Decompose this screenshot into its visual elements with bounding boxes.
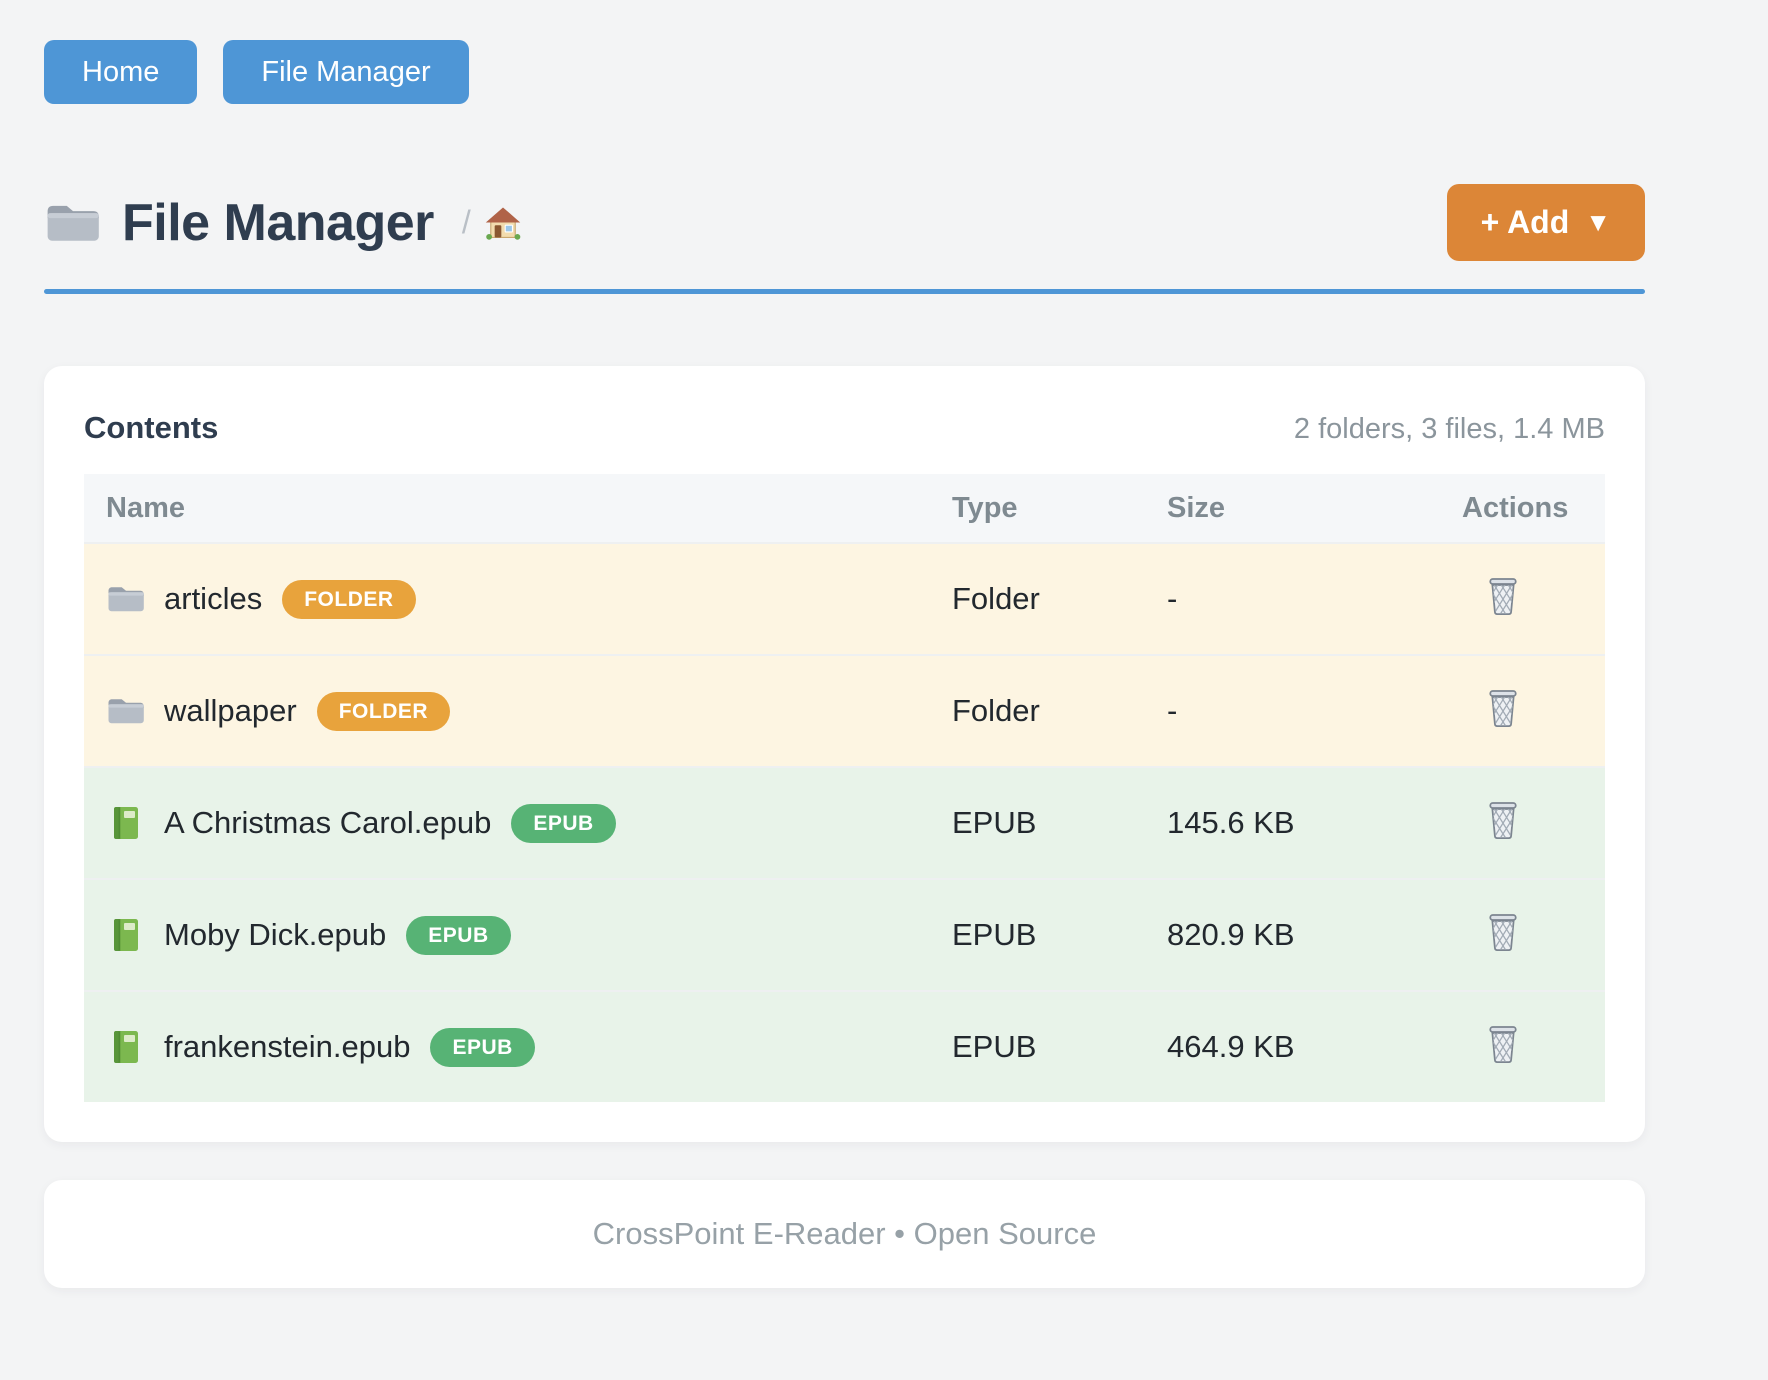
- file-table: Name Type Size Actions articles FOLDER F…: [84, 474, 1605, 1102]
- page-header: File Manager / + Add ▼: [44, 184, 1645, 261]
- table-header-row: Name Type Size Actions: [84, 474, 1605, 542]
- table-row[interactable]: articles FOLDER Folder -: [84, 542, 1605, 654]
- type-cell: EPUB: [952, 805, 1037, 840]
- page-title: File Manager: [122, 193, 434, 252]
- size-cell: -: [1167, 693, 1178, 728]
- footer: CrossPoint E-Reader • Open Source: [44, 1180, 1645, 1288]
- actions-cell: [1430, 1023, 1605, 1071]
- add-button-label: + Add: [1480, 204, 1570, 240]
- book-icon: [106, 917, 146, 953]
- column-header-size: Size: [1167, 491, 1226, 524]
- file-name[interactable]: wallpaper: [164, 693, 297, 728]
- name-cell: Moby Dick.epub EPUB: [84, 915, 930, 955]
- size-cell: 145.6 KB: [1167, 805, 1295, 840]
- caret-down-icon: ▼: [1585, 207, 1611, 237]
- name-cell: A Christmas Carol.epub EPUB: [84, 803, 930, 843]
- table-body: articles FOLDER Folder - wallpaper FOLDE…: [84, 542, 1605, 1102]
- book-icon: [106, 805, 146, 841]
- book-icon: [106, 1029, 146, 1065]
- trash-icon[interactable]: [1486, 911, 1520, 951]
- contents-title: Contents: [84, 410, 219, 445]
- contents-summary: 2 folders, 3 files, 1.4 MB: [1293, 413, 1605, 445]
- nav-buttons: Home File Manager: [44, 40, 1645, 104]
- file-name[interactable]: Moby Dick.epub: [164, 917, 387, 952]
- card-header: Contents 2 folders, 3 files, 1.4 MB: [84, 410, 1605, 446]
- file-name[interactable]: A Christmas Carol.epub: [164, 805, 492, 840]
- trash-icon[interactable]: [1486, 687, 1520, 727]
- trash-icon[interactable]: [1486, 1023, 1520, 1063]
- breadcrumb-separator: /: [461, 204, 471, 240]
- actions-cell: [1430, 575, 1605, 623]
- footer-text: CrossPoint E-Reader • Open Source: [592, 1216, 1097, 1251]
- folder-icon: [106, 581, 146, 617]
- name-cell: wallpaper FOLDER: [84, 691, 930, 731]
- size-cell: 820.9 KB: [1167, 917, 1295, 952]
- type-badge: FOLDER: [316, 691, 451, 731]
- type-badge: EPUB: [406, 915, 511, 955]
- table-row[interactable]: frankenstein.epub EPUB EPUB 464.9 KB: [84, 990, 1605, 1102]
- type-cell: EPUB: [952, 917, 1037, 952]
- column-header-actions: Actions: [1462, 491, 1569, 524]
- home-icon[interactable]: [483, 204, 523, 242]
- column-header-type: Type: [952, 491, 1018, 524]
- type-cell: Folder: [952, 581, 1040, 616]
- trash-icon[interactable]: [1486, 799, 1520, 839]
- trash-icon[interactable]: [1486, 575, 1520, 615]
- table-row[interactable]: A Christmas Carol.epub EPUB EPUB 145.6 K…: [84, 766, 1605, 878]
- size-cell: 464.9 KB: [1167, 1029, 1295, 1064]
- size-cell: -: [1167, 581, 1178, 616]
- add-button[interactable]: + Add ▼: [1446, 184, 1645, 261]
- home-button[interactable]: Home: [44, 40, 198, 104]
- name-cell: frankenstein.epub EPUB: [84, 1027, 930, 1067]
- table-row[interactable]: Moby Dick.epub EPUB EPUB 820.9 KB: [84, 878, 1605, 990]
- contents-card: Contents 2 folders, 3 files, 1.4 MB Name…: [44, 366, 1645, 1142]
- file-manager-button[interactable]: File Manager: [223, 40, 469, 104]
- name-cell: articles FOLDER: [84, 579, 930, 619]
- actions-cell: [1430, 911, 1605, 959]
- header-divider: [44, 289, 1645, 294]
- file-name[interactable]: frankenstein.epub: [164, 1029, 411, 1064]
- table-row[interactable]: wallpaper FOLDER Folder -: [84, 654, 1605, 766]
- file-name[interactable]: articles: [164, 581, 263, 616]
- type-cell: EPUB: [952, 1029, 1037, 1064]
- page: Home File Manager File Manager / + Add ▼…: [44, 0, 1645, 1288]
- actions-cell: [1430, 687, 1605, 735]
- type-badge: EPUB: [430, 1027, 535, 1067]
- type-cell: Folder: [952, 693, 1040, 728]
- type-badge: EPUB: [511, 803, 616, 843]
- folder-icon: [106, 693, 146, 729]
- column-header-name: Name: [106, 491, 185, 524]
- folder-icon: [44, 199, 102, 247]
- type-badge: FOLDER: [282, 579, 416, 619]
- actions-cell: [1430, 799, 1605, 847]
